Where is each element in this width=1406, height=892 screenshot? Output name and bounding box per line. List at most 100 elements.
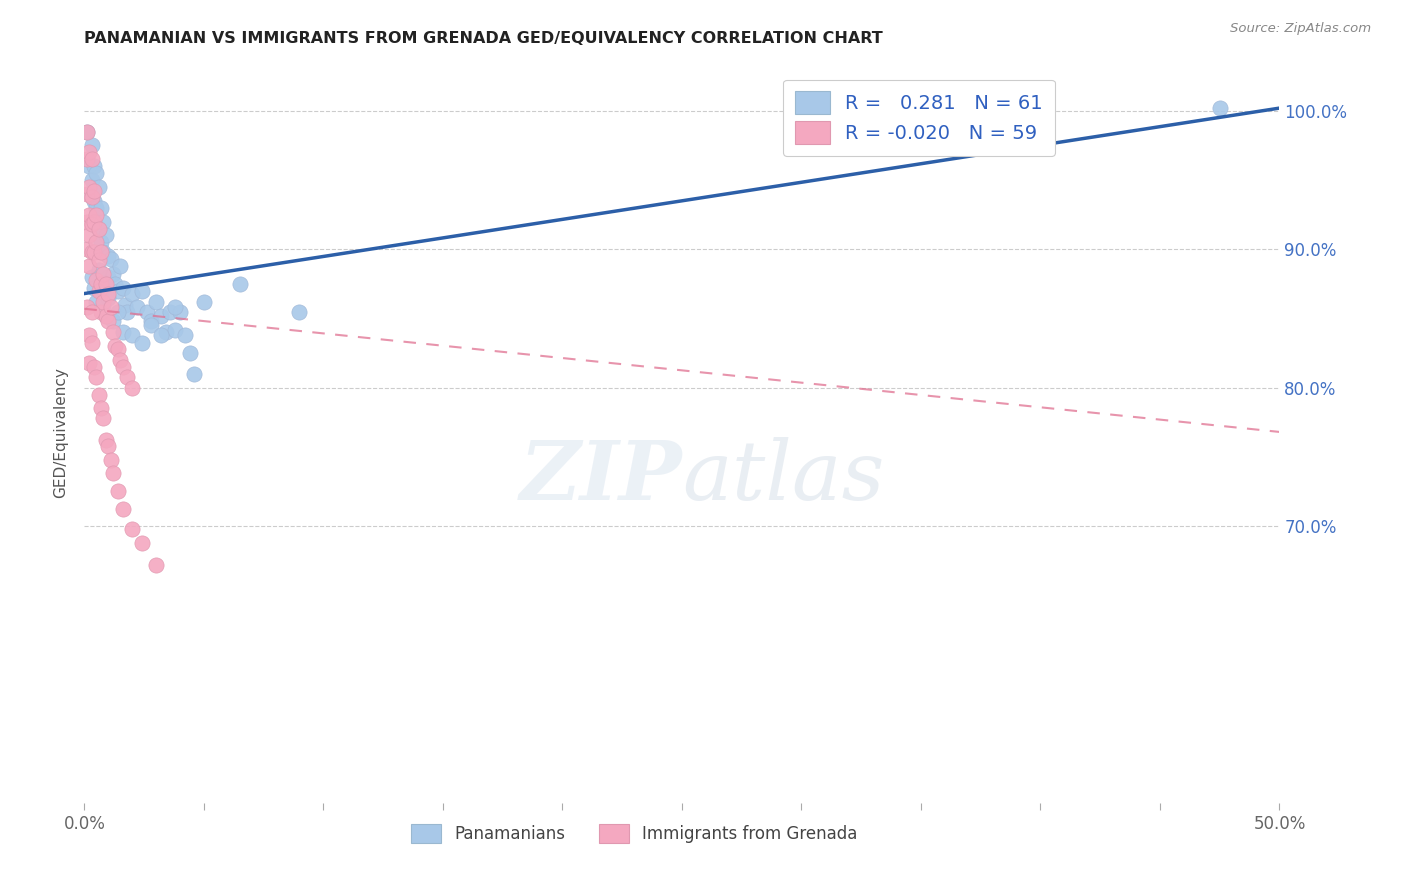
Point	[149, 309, 172, 323]
Point	[80, 189, 103, 203]
Point	[80, 138, 103, 153]
Point	[87, 221, 110, 235]
Point	[100, 301, 122, 315]
Point	[90, 304, 112, 318]
Point	[86, 201, 108, 215]
Point	[90, 235, 112, 250]
Point	[111, 281, 134, 295]
Point	[80, 173, 103, 187]
Point	[101, 326, 124, 340]
Point	[80, 153, 103, 167]
Point	[179, 346, 201, 360]
Point	[111, 326, 134, 340]
Point	[121, 328, 143, 343]
Point	[87, 284, 110, 298]
Point	[77, 180, 100, 194]
Y-axis label: GED/Equivalency: GED/Equivalency	[53, 368, 69, 498]
Point	[97, 291, 120, 305]
Point	[93, 267, 115, 281]
Point	[110, 353, 132, 368]
Point	[77, 159, 100, 173]
Legend: Panamanians, Immigrants from Grenada: Panamanians, Immigrants from Grenada	[405, 817, 863, 850]
Point	[145, 558, 167, 572]
Point	[97, 249, 120, 263]
Text: ZIP: ZIP	[519, 437, 682, 517]
Point	[76, 301, 98, 315]
Point	[107, 284, 129, 298]
Point	[86, 369, 108, 384]
Point	[101, 314, 124, 328]
Point	[83, 194, 105, 208]
Point	[87, 253, 110, 268]
Point	[83, 359, 105, 374]
Point	[101, 267, 124, 281]
Point	[131, 535, 153, 549]
Point	[76, 242, 98, 256]
Point	[107, 484, 129, 499]
Point	[155, 326, 177, 340]
Point	[87, 180, 110, 194]
Point	[104, 339, 127, 353]
Point	[135, 304, 157, 318]
Point	[117, 369, 139, 384]
Point	[97, 439, 120, 453]
Point	[80, 245, 103, 260]
Point	[121, 522, 143, 536]
Point	[93, 214, 115, 228]
Point	[100, 252, 122, 266]
Point	[77, 356, 100, 370]
Point	[86, 235, 108, 250]
Point	[87, 221, 110, 235]
Point	[77, 208, 100, 222]
Point	[117, 304, 139, 318]
Point	[80, 336, 103, 351]
Point	[107, 342, 129, 356]
Point	[76, 125, 98, 139]
Point	[145, 294, 167, 309]
Point	[101, 467, 124, 481]
Point	[886, 115, 908, 129]
Point	[94, 228, 117, 243]
Point	[80, 304, 103, 318]
Point	[288, 304, 311, 318]
Point	[76, 153, 98, 167]
Point	[80, 269, 103, 284]
Point	[76, 214, 98, 228]
Point	[86, 166, 108, 180]
Point	[131, 284, 153, 298]
Text: PANAMANIAN VS IMMIGRANTS FROM GRENADA GED/EQUIVALENCY CORRELATION CHART: PANAMANIAN VS IMMIGRANTS FROM GRENADA GE…	[84, 31, 883, 46]
Point	[77, 186, 100, 201]
Point	[83, 281, 105, 295]
Point	[93, 294, 115, 309]
Point	[87, 263, 110, 277]
Point	[77, 228, 100, 243]
Point	[83, 245, 105, 260]
Point	[93, 411, 115, 425]
Point	[141, 318, 163, 333]
Point	[165, 322, 187, 336]
Point	[100, 452, 122, 467]
Point	[104, 277, 127, 291]
Point	[76, 125, 98, 139]
Point	[111, 502, 134, 516]
Point	[165, 301, 187, 315]
Point	[110, 259, 132, 273]
Point	[193, 294, 215, 309]
Point	[94, 309, 117, 323]
Point	[87, 387, 110, 401]
Point	[90, 201, 112, 215]
Point	[97, 314, 120, 328]
Point	[121, 286, 143, 301]
Point	[80, 218, 103, 232]
Point	[97, 286, 120, 301]
Point	[183, 367, 205, 381]
Point	[77, 259, 100, 273]
Point	[83, 184, 105, 198]
Point	[1209, 101, 1232, 115]
Point	[90, 401, 112, 416]
Point	[111, 359, 134, 374]
Point	[169, 304, 191, 318]
Point	[159, 304, 181, 318]
Point	[90, 277, 112, 291]
Point	[86, 273, 108, 287]
